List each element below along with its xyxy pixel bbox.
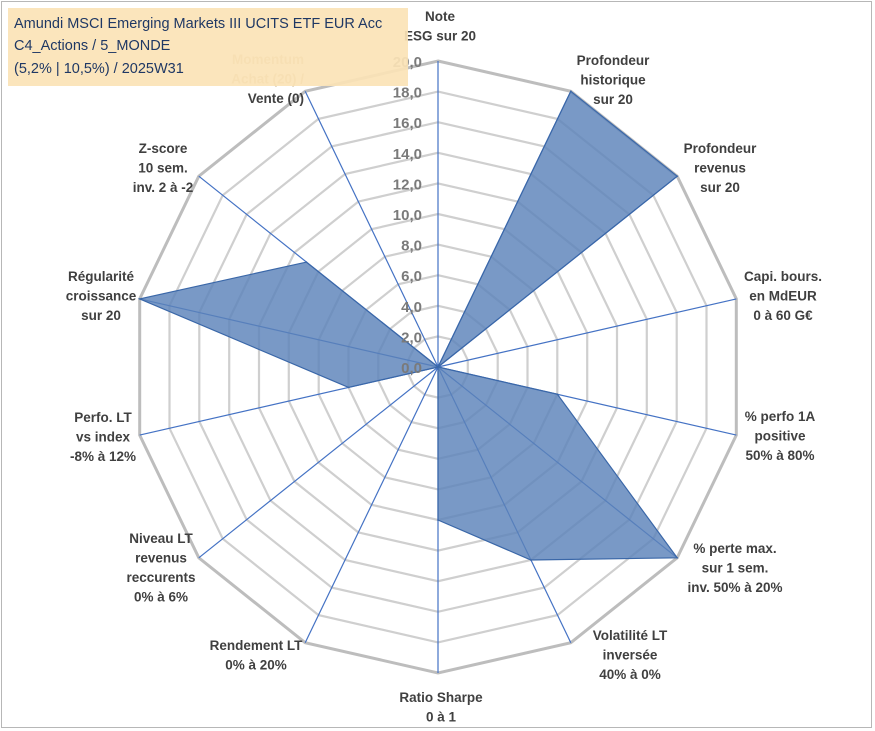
tick-label-2: 4,0 <box>401 299 422 316</box>
data-point-2 <box>676 175 678 177</box>
data-point-13 <box>437 366 439 368</box>
category-label-3-line-0: Capi. bours. <box>744 269 822 284</box>
tick-label-7: 14,0 <box>393 146 422 163</box>
category-label-8-line-1: 0% à 20% <box>225 658 287 673</box>
category-label-11-line-1: croissance <box>66 289 137 304</box>
category-label-9-line-0: Niveau LT <box>129 531 193 546</box>
category-label-5-line-0: % perte max. <box>693 541 776 556</box>
category-label-0-line-1: ESG sur 20 <box>404 29 476 44</box>
category-label-1-line-0: Profondeur <box>577 53 650 68</box>
data-point-12 <box>305 261 308 263</box>
data-point-10 <box>347 386 350 389</box>
data-point-5 <box>676 557 678 559</box>
tick-label-6: 12,0 <box>393 176 422 193</box>
category-label-layer: Note ESG sur 20 Profondeur historique sur 20… <box>66 9 822 725</box>
category-label-4-line-2: 50% à 80% <box>745 448 814 463</box>
category-label-2-line-1: revenus <box>694 161 746 176</box>
category-label-12-line-1: 10 sem. <box>138 161 188 176</box>
tick-label-8: 16,0 <box>393 115 422 132</box>
category-label-10-line-0: Perfo. LT <box>74 410 132 425</box>
data-point-11 <box>138 298 141 300</box>
category-label-9-line-3: 0% à 6% <box>134 590 188 605</box>
tick-label-0: 0,0 <box>401 360 422 377</box>
axis-spoke-8 <box>304 366 439 643</box>
category-label-6-line-0: Volatilité LT <box>593 628 668 643</box>
category-label-9-line-2: reccurents <box>126 570 195 585</box>
axis-spoke-9 <box>198 366 439 559</box>
category-label-3-line-1: en MdEUR <box>749 289 817 304</box>
tick-label-1: 2,0 <box>401 329 422 346</box>
tick-label-3: 6,0 <box>401 268 422 285</box>
chart-title-fund: Amundi MSCI Emerging Markets III UCITS E… <box>14 16 383 32</box>
axis-spoke-13 <box>304 91 439 368</box>
category-label-7-line-1: 0 à 1 <box>426 710 457 725</box>
category-label-4-line-0: % perfo 1A <box>745 409 816 424</box>
tick-label-9: 18,0 <box>393 85 422 102</box>
axis-spoke-3 <box>437 298 737 368</box>
chart-title-category: C4_Actions / 5_MONDE <box>14 38 171 54</box>
category-label-12-line-2: inv. 2 à -2 <box>133 180 194 195</box>
category-label-2-line-0: Profondeur <box>684 141 757 156</box>
category-label-5-line-2: inv. 50% à 20% <box>687 580 782 595</box>
category-label-0-line-0: Note <box>425 9 455 24</box>
tick-label-layer: 0,02,04,06,08,010,012,014,016,018,020,0 <box>393 54 422 377</box>
category-label-10-line-1: vs index <box>76 430 131 445</box>
tick-label-4: 8,0 <box>401 238 422 255</box>
data-point-6 <box>530 559 532 561</box>
category-label-3-line-2: 0 à 60 G€ <box>753 308 813 323</box>
category-label-10-line-2: -8% à 12% <box>70 449 136 464</box>
category-label-13-line-2: Vente (0) <box>248 91 304 106</box>
category-label-9-line-1: revenus <box>135 551 187 566</box>
category-label-5-line-1: sur 1 sem. <box>702 561 769 576</box>
category-label-7-line-0: Ratio Sharpe <box>399 690 483 705</box>
tick-label-5: 10,0 <box>393 207 422 224</box>
category-label-11-line-2: sur 20 <box>81 308 121 323</box>
category-label-11-line-0: Régularité <box>68 269 135 284</box>
category-label-6-line-2: 40% à 0% <box>599 667 661 682</box>
data-point-4 <box>556 393 559 396</box>
category-label-1-line-2: sur 20 <box>593 92 633 107</box>
category-label-12-line-0: Z-score <box>139 141 188 156</box>
data-point-1 <box>570 90 572 93</box>
category-label-4-line-1: positive <box>754 429 806 444</box>
chart-title-box <box>8 8 408 86</box>
category-label-1-line-1: historique <box>580 73 646 88</box>
category-label-8-line-0: Rendement LT <box>210 638 304 653</box>
category-label-2-line-2: sur 20 <box>700 180 740 195</box>
series-layer <box>137 90 679 561</box>
chart-title-period: (5,2% | 10,5%) / 2025W31 <box>14 61 184 77</box>
data-point-7 <box>437 519 439 521</box>
category-label-6-line-1: inversée <box>603 648 658 663</box>
